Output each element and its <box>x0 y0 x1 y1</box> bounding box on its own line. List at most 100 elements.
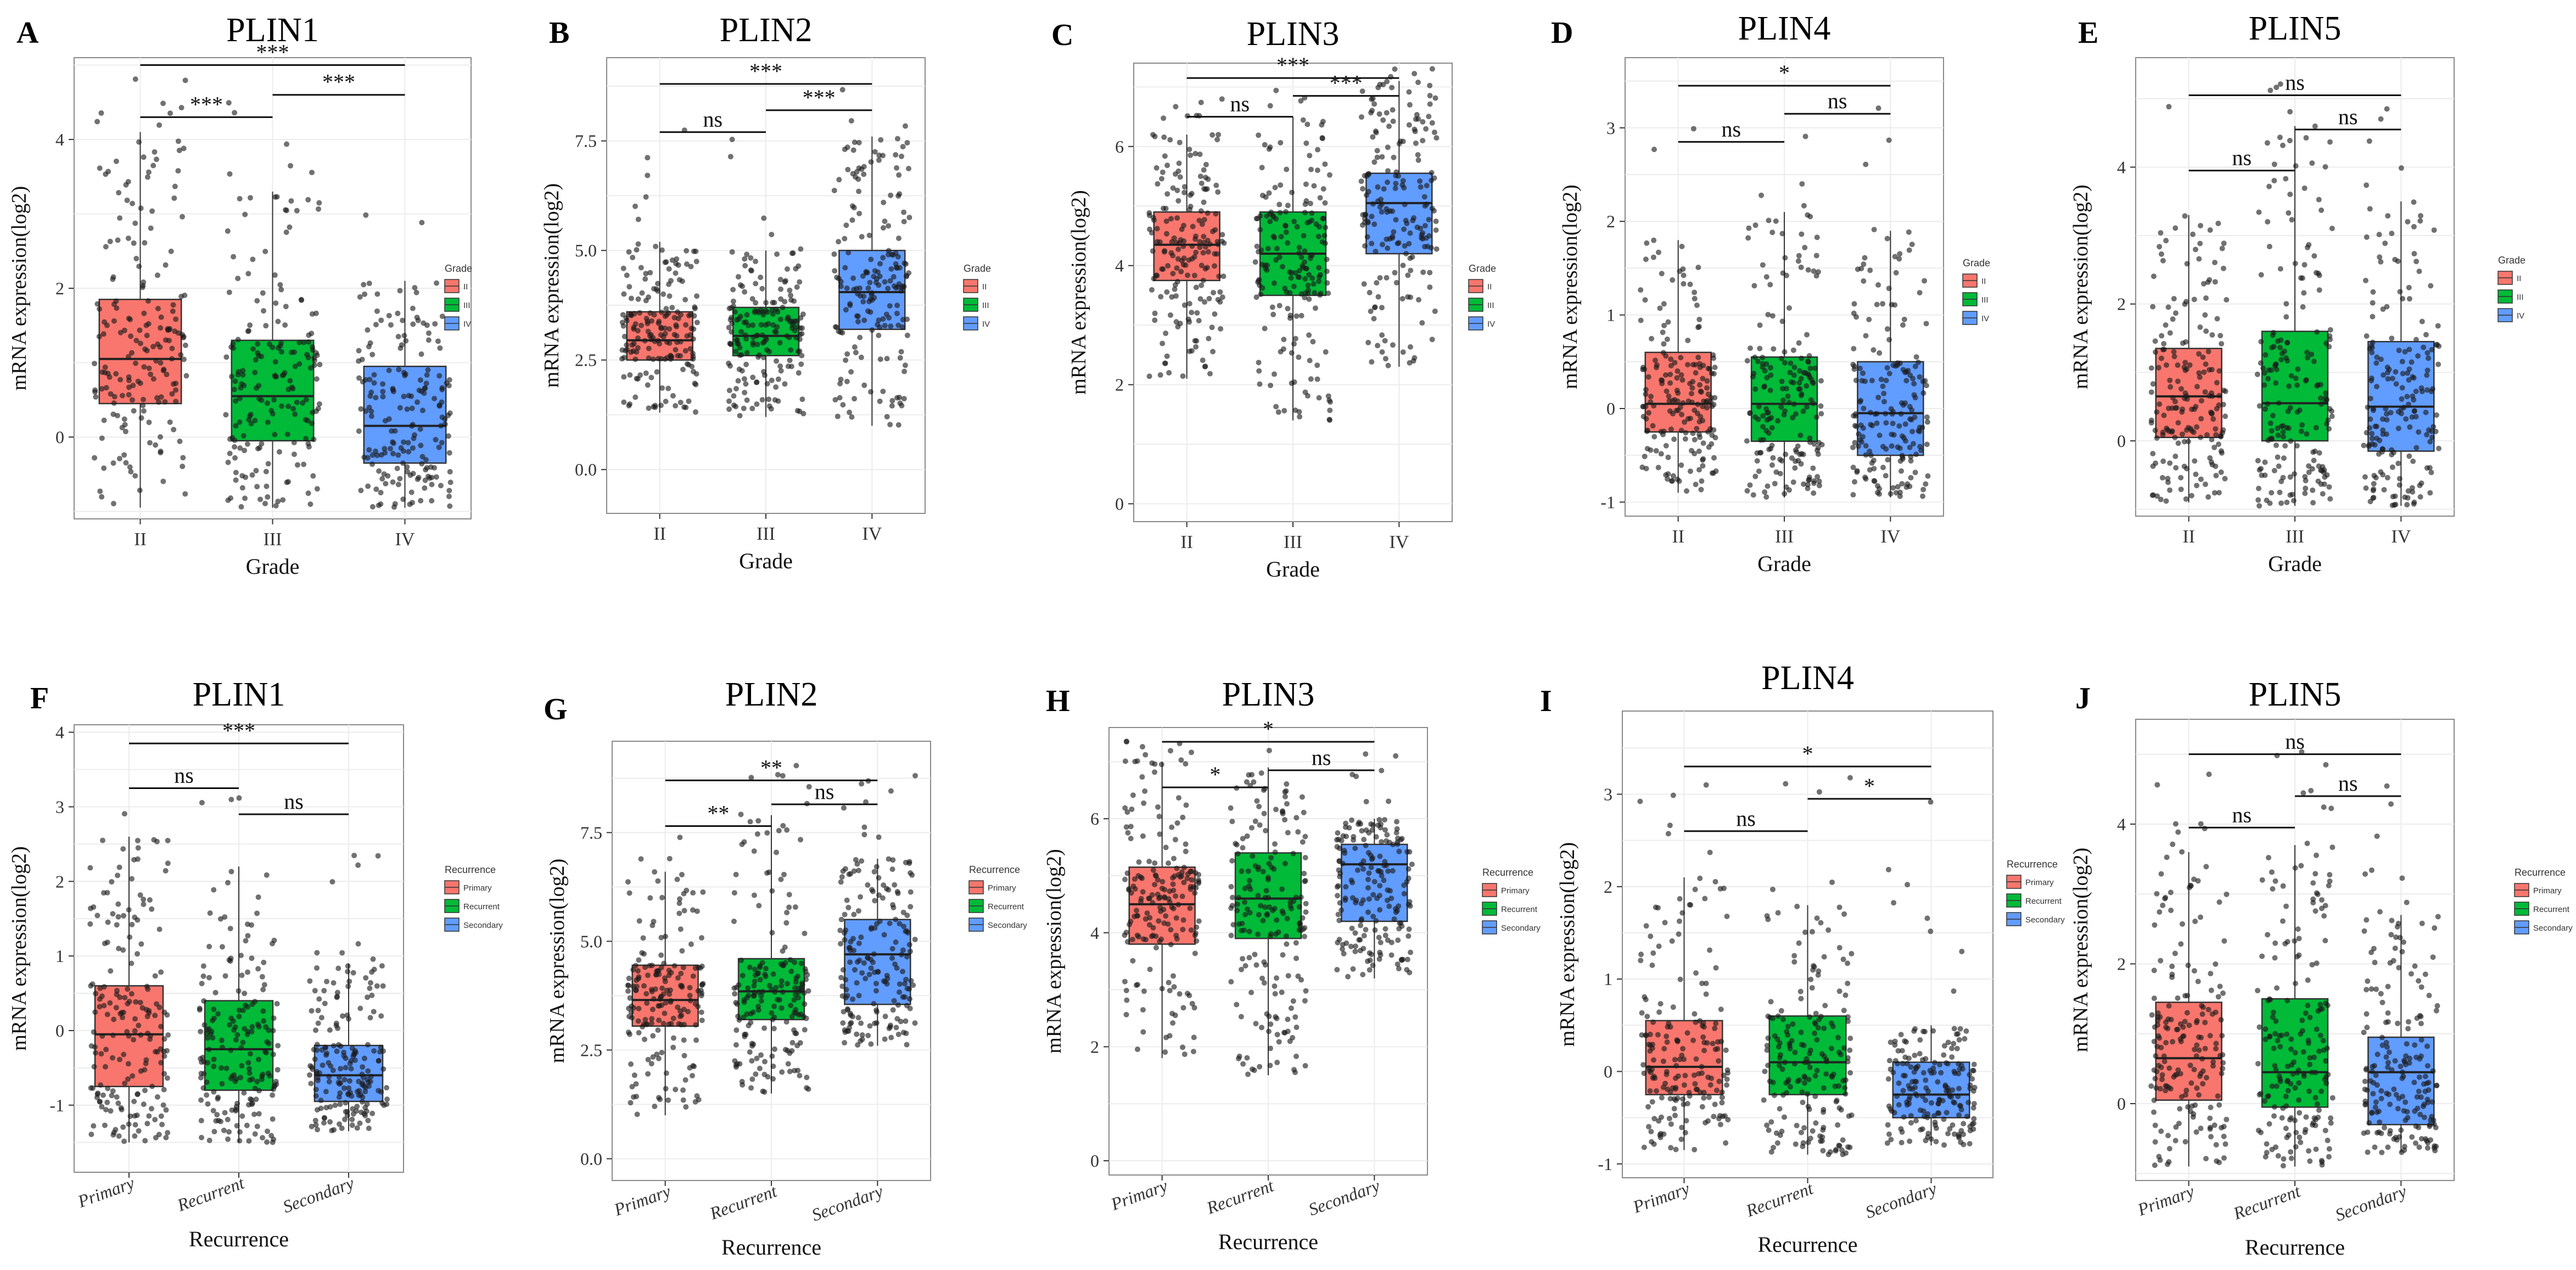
data-point <box>1282 860 1288 866</box>
data-point <box>233 1037 239 1043</box>
data-point <box>2326 426 2332 432</box>
data-point <box>1141 800 1147 806</box>
data-point <box>645 1071 651 1077</box>
data-point <box>876 282 882 288</box>
data-point <box>309 1123 315 1129</box>
data-point <box>289 384 295 390</box>
data-point <box>380 983 386 989</box>
data-point <box>649 1016 655 1022</box>
data-point <box>1421 194 1427 200</box>
data-point <box>1285 203 1291 209</box>
data-point <box>275 318 281 325</box>
data-point <box>775 771 781 777</box>
data-point <box>2425 355 2431 361</box>
data-point <box>182 342 188 348</box>
data-point <box>312 1056 318 1062</box>
data-point <box>1176 160 1182 166</box>
data-point <box>1404 220 1410 226</box>
data-point <box>1900 322 1906 328</box>
data-point <box>2403 416 2409 422</box>
data-point <box>1391 229 1397 235</box>
data-point <box>670 1035 676 1041</box>
data-point <box>1427 284 1433 290</box>
data-point <box>1689 385 1695 391</box>
data-point <box>741 320 747 326</box>
data-point <box>777 340 783 346</box>
data-point <box>329 879 335 885</box>
data-point <box>1707 399 1713 405</box>
data-point <box>2218 469 2224 475</box>
data-point <box>233 477 239 483</box>
data-point <box>1360 866 1367 872</box>
x-tick-label: Recurrent <box>707 1181 780 1223</box>
data-point <box>856 139 862 146</box>
data-point <box>1402 243 1408 249</box>
data-point <box>658 935 664 941</box>
data-point <box>141 408 147 414</box>
data-point <box>2167 487 2173 493</box>
data-point <box>1850 492 1856 498</box>
data-point <box>694 293 700 299</box>
data-point <box>400 317 406 323</box>
data-point <box>2415 353 2421 359</box>
data-point <box>132 1122 138 1128</box>
data-point <box>155 399 161 405</box>
data-point <box>782 381 788 387</box>
data-point <box>1164 163 1171 169</box>
data-point <box>244 1031 250 1037</box>
data-point <box>1352 845 1358 851</box>
data-point <box>2305 355 2311 361</box>
significance-label: ** <box>760 755 782 780</box>
data-point <box>135 845 141 851</box>
data-point <box>350 1106 356 1112</box>
data-point <box>655 878 661 884</box>
data-point <box>746 1022 752 1028</box>
y-tick-label: 2 <box>55 278 64 298</box>
data-point <box>219 1081 225 1087</box>
data-point <box>2434 342 2440 348</box>
data-point <box>901 924 907 930</box>
data-point <box>390 451 396 457</box>
data-point <box>139 1005 145 1011</box>
data-point <box>798 315 804 321</box>
data-point <box>779 1069 785 1075</box>
data-point <box>1924 414 1930 420</box>
data-point <box>374 308 380 314</box>
data-point <box>652 869 658 875</box>
data-point <box>225 1136 231 1142</box>
data-point <box>421 390 427 396</box>
x-tick-label: Primary <box>611 1181 674 1219</box>
data-point <box>1670 411 1676 417</box>
data-point <box>758 322 764 328</box>
data-point <box>2367 206 2373 212</box>
data-point <box>679 871 685 877</box>
data-point <box>278 349 284 355</box>
data-point <box>228 869 234 875</box>
data-point <box>2295 366 2301 372</box>
data-point <box>1643 404 1649 410</box>
data-point <box>766 983 772 989</box>
data-point <box>1259 975 1265 981</box>
data-point <box>833 325 839 331</box>
data-point <box>789 325 795 331</box>
box-IV <box>363 366 447 464</box>
data-point <box>122 428 128 434</box>
y-tick-label: 0.0 <box>580 1149 602 1168</box>
data-point <box>854 959 860 965</box>
data-point <box>778 368 784 374</box>
data-point <box>2384 106 2390 112</box>
data-point <box>1381 186 1387 192</box>
data-point <box>311 357 317 363</box>
data-point <box>1217 289 1223 295</box>
data-point <box>1122 805 1128 811</box>
data-point <box>632 394 639 400</box>
data-point <box>756 989 762 995</box>
data-point <box>856 993 862 999</box>
data-point <box>856 210 863 216</box>
data-point <box>900 144 906 150</box>
data-point <box>1384 110 1390 116</box>
data-point <box>1711 355 1717 361</box>
data-point <box>2404 394 2410 400</box>
data-point <box>2381 486 2387 493</box>
data-point <box>2293 375 2299 381</box>
